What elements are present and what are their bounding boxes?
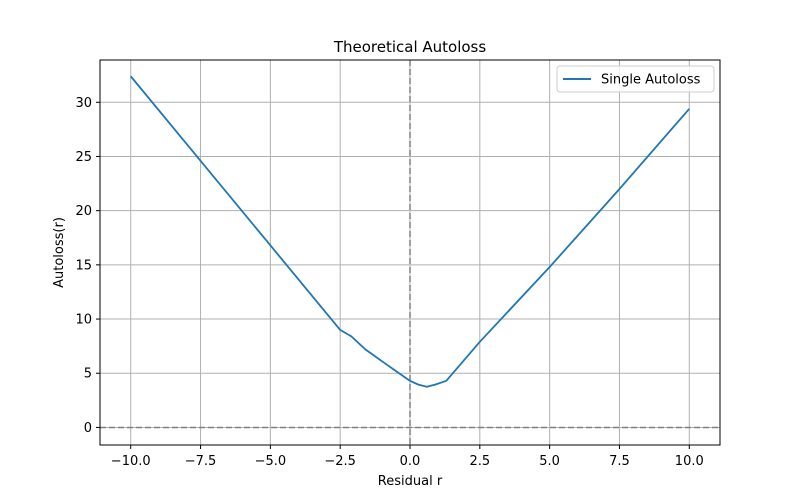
y-tick-label: 0 [84, 421, 92, 436]
x-axis-ticks: −10.0 −7.5 −5.0 −2.5 0.0 2.5 5.0 7.5 10.0 [111, 445, 704, 469]
x-axis-label: Residual r [378, 474, 443, 489]
y-tick-label: 15 [75, 258, 92, 273]
series-line-single-autoloss [130, 75, 690, 388]
y-axis-ticks: 0 5 10 15 20 25 30 [75, 96, 100, 436]
legend-box [556, 65, 715, 93]
y-tick-label: 20 [75, 204, 92, 219]
x-tick-label: −10.0 [111, 454, 151, 469]
legend: Single Autoloss [556, 65, 715, 93]
series-lines [130, 75, 690, 388]
x-tick-label: 7.5 [609, 454, 630, 469]
y-tick-label: 30 [75, 96, 92, 111]
y-tick-label: 5 [84, 367, 92, 382]
x-tick-label: −5.0 [255, 454, 287, 469]
legend-label: Single Autoloss [601, 73, 701, 88]
x-tick-label: −2.5 [324, 454, 356, 469]
x-tick-label: −7.5 [185, 454, 217, 469]
x-tick-label: 5.0 [539, 454, 560, 469]
x-tick-label: 2.5 [469, 454, 490, 469]
y-tick-label: 10 [75, 313, 92, 328]
x-tick-label: 0.0 [400, 454, 421, 469]
x-tick-label: 10.0 [675, 454, 704, 469]
chart-title: Theoretical Autoloss [333, 38, 487, 56]
y-axis-label: Autoloss(r) [52, 217, 67, 288]
y-tick-label: 25 [75, 150, 92, 165]
